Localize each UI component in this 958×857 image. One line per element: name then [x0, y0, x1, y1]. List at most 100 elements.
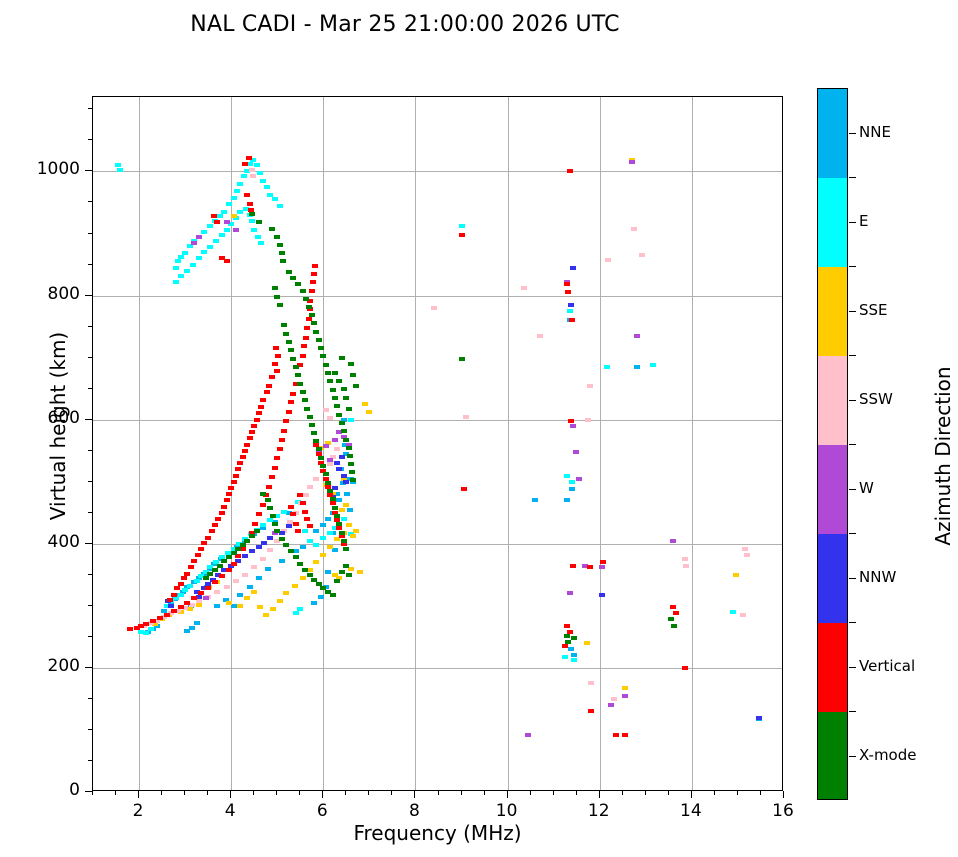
- scatter-point: [610, 696, 617, 701]
- scatter-point: [741, 546, 748, 551]
- scatter-point: [285, 269, 292, 274]
- scatter-point: [308, 422, 315, 427]
- scatter-point: [256, 605, 263, 610]
- scatter-point: [245, 155, 252, 160]
- x-axis-tick-label: 6: [316, 801, 328, 821]
- scatter-point: [566, 169, 573, 174]
- scatter-point: [343, 503, 350, 508]
- scatter-point: [271, 466, 278, 471]
- scatter-point: [564, 498, 571, 503]
- scatter-point: [569, 479, 576, 484]
- scatter-point: [352, 529, 359, 534]
- scatter-point: [228, 485, 235, 490]
- scatter-point: [324, 480, 331, 485]
- scatter-point: [572, 449, 579, 454]
- scatter-point: [327, 530, 334, 535]
- scatter-point: [154, 618, 161, 623]
- scatter-point: [223, 220, 230, 225]
- scatter-point: [276, 598, 283, 603]
- scatter-point: [244, 538, 251, 543]
- colorbar-tick: [849, 132, 856, 134]
- scatter-point: [216, 563, 223, 568]
- scatter-point: [191, 596, 198, 601]
- scatter-point: [361, 402, 368, 407]
- scatter-point: [732, 572, 739, 577]
- x-axis-tick-label: 14: [680, 801, 702, 821]
- scatter-point: [186, 583, 193, 588]
- scatter-point: [212, 523, 219, 528]
- x-axis-tick: [690, 791, 692, 798]
- scatter-point: [350, 534, 357, 539]
- scatter-point: [297, 561, 304, 566]
- scatter-point: [156, 616, 163, 621]
- scatter-point: [265, 383, 272, 388]
- scatter-point: [345, 445, 352, 450]
- scatter-point: [250, 174, 257, 179]
- scatter-point: [683, 563, 690, 568]
- scatter-point: [184, 600, 191, 605]
- scatter-point: [172, 265, 179, 270]
- scatter-point: [622, 732, 629, 737]
- scatter-point: [186, 243, 193, 248]
- scatter-point: [225, 201, 232, 206]
- scatter-point: [260, 178, 267, 183]
- scatter-point: [218, 574, 225, 579]
- scatter-point: [281, 323, 288, 328]
- colorbar-segment-w: [818, 445, 847, 535]
- scatter-point: [213, 560, 220, 565]
- scatter-point: [299, 501, 306, 506]
- scatter-point: [242, 206, 249, 211]
- scatter-point: [207, 245, 214, 250]
- scatter-point: [570, 563, 576, 568]
- scatter-point: [322, 408, 329, 413]
- scatter-point: [336, 467, 343, 472]
- scatter-point: [324, 371, 331, 376]
- scatter-point: [255, 544, 262, 549]
- scatter-point: [215, 516, 222, 521]
- scatter-point: [315, 447, 322, 452]
- scatter-point: [256, 170, 263, 175]
- x-axis-tick: [736, 791, 738, 795]
- scatter-point: [248, 549, 255, 554]
- scatter-point: [232, 473, 239, 478]
- scatter-point: [329, 387, 336, 392]
- scatter-point: [334, 404, 341, 409]
- scatter-point: [198, 591, 205, 596]
- scatter-point: [324, 569, 331, 574]
- scatter-point: [273, 346, 280, 351]
- scatter-point: [235, 554, 242, 559]
- scatter-point: [207, 224, 214, 229]
- scatter-point: [133, 625, 140, 630]
- x-axis-tick: [483, 791, 485, 795]
- y-axis-tick-label: 1000: [36, 159, 80, 180]
- scatter-point: [311, 431, 318, 436]
- colorbar-boundary-tick: [849, 533, 856, 534]
- scatter-point: [334, 513, 341, 518]
- scatter-point: [292, 555, 299, 560]
- scatter-point: [278, 530, 285, 535]
- scatter-point: [564, 623, 571, 628]
- scatter-point: [633, 333, 640, 338]
- scatter-point: [138, 629, 145, 634]
- y-axis-tick: [88, 387, 92, 389]
- scatter-point: [341, 538, 348, 543]
- scatter-point: [366, 410, 373, 415]
- scatter-point: [244, 193, 251, 198]
- scatter-point: [336, 526, 343, 531]
- scatter-point: [327, 544, 334, 549]
- scatter-point: [230, 546, 237, 551]
- scatter-point: [318, 346, 325, 351]
- scatter-point: [670, 538, 677, 543]
- scatter-point: [308, 288, 315, 293]
- scatter-point: [173, 586, 180, 591]
- scatter-point: [324, 516, 331, 521]
- scatter-point: [327, 489, 334, 494]
- scatter-point: [304, 325, 311, 330]
- gridline-horizontal: [93, 171, 782, 173]
- scatter-point: [599, 565, 606, 570]
- scatter-point: [566, 591, 573, 596]
- gridline-horizontal: [93, 419, 782, 421]
- x-axis-tick: [529, 791, 531, 795]
- scatter-point: [304, 516, 311, 521]
- scatter-point: [336, 498, 343, 503]
